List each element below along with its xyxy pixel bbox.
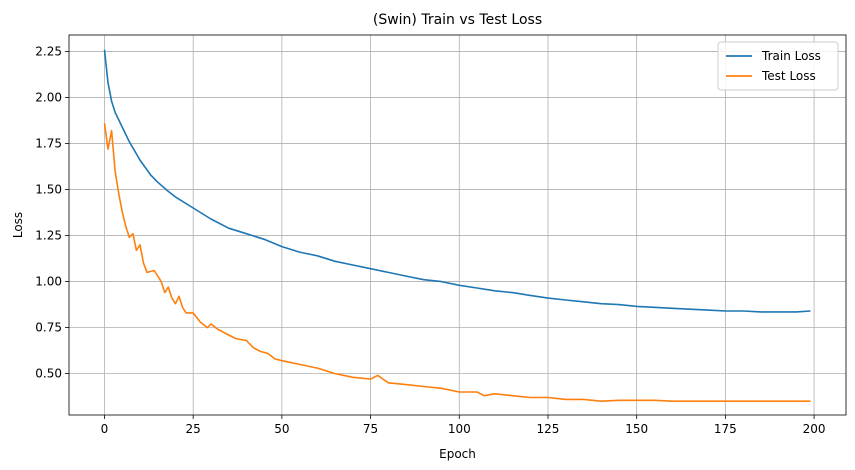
x-tick-label: 175	[714, 422, 737, 436]
y-tick-label: 0.75	[35, 321, 62, 335]
y-tick-label: 2.00	[35, 91, 62, 105]
x-tick-label: 50	[274, 422, 289, 436]
y-tick-label: 0.50	[35, 367, 62, 381]
plot-frame	[68, 34, 847, 416]
x-tick-label: 100	[448, 422, 471, 436]
x-tick-label: 200	[803, 422, 826, 436]
axes	[68, 34, 847, 416]
x-tick-label: 0	[101, 422, 109, 436]
x-tick-label: 25	[186, 422, 201, 436]
y-axis-label: Loss	[11, 212, 25, 238]
x-tick-label: 75	[363, 422, 378, 436]
y-tick-label: 1.75	[35, 137, 62, 151]
series-layer	[103, 49, 811, 403]
legend-label: Train Loss	[761, 49, 821, 63]
x-axis-label: Epoch	[439, 447, 476, 461]
ticks: 0 25 50 75 100 125 150 175 200 0.50 0.75 1.00 1.25 1.…	[35, 45, 825, 436]
legend: Train Loss Test Loss	[717, 41, 839, 91]
grid	[69, 35, 846, 415]
y-tick-label: 1.50	[35, 183, 62, 197]
y-tick-label: 2.25	[35, 45, 62, 59]
y-tick-label: 1.25	[35, 229, 62, 243]
series-line-test-loss	[103, 123, 811, 403]
y-tick-label: 1.00	[35, 275, 62, 289]
legend-box	[717, 41, 839, 91]
chart-title: (Swin) Train vs Test Loss	[373, 12, 542, 28]
x-tick-label: 150	[625, 422, 648, 436]
x-tick-label: 125	[537, 422, 560, 436]
series-line-train-loss	[103, 49, 811, 313]
legend-label: Test Loss	[761, 69, 816, 83]
